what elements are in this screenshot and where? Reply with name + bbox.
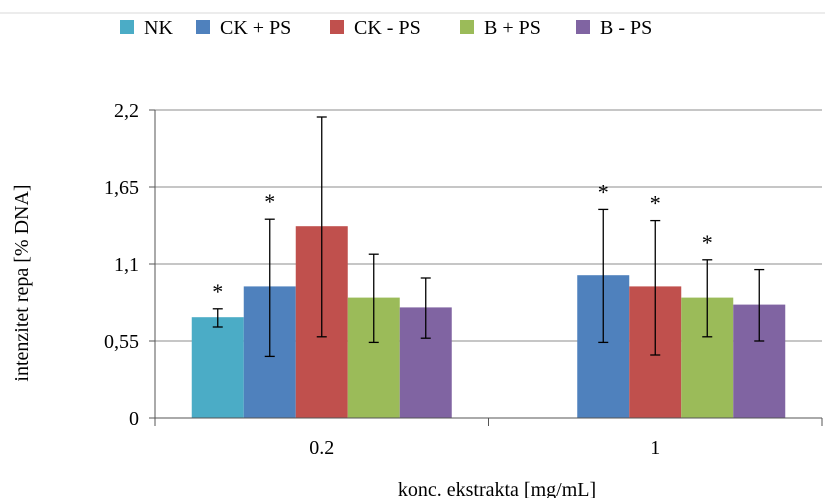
y-tick-label: 0,55 — [104, 331, 139, 353]
legend-label: CK + PS — [220, 17, 291, 39]
legend-swatch — [196, 20, 210, 34]
legend: NK CK + PS CK - PS B + PS B - PS — [120, 17, 652, 39]
error-bars — [212, 116, 765, 358]
bar — [191, 317, 244, 418]
y-axis-label: intenzitet repa [% DNA] — [11, 184, 33, 381]
legend-swatch — [330, 20, 344, 34]
y-tick-label: 1,65 — [104, 177, 139, 199]
legend-label: CK - PS — [354, 17, 421, 39]
legend-label: NK — [144, 17, 173, 39]
significance-star: * — [598, 179, 609, 204]
bars — [191, 226, 786, 418]
x-tick-label: 0.2 — [309, 437, 334, 459]
significance-star: * — [264, 189, 275, 214]
legend-swatch — [460, 20, 474, 34]
y-tick-label: 2,2 — [114, 100, 139, 122]
significance-star: * — [650, 191, 661, 216]
y-tick-label: 0 — [129, 408, 139, 430]
legend-label: B + PS — [484, 17, 541, 39]
axes: 0 0,55 1,1 1,65 2,2 0.2 1 — [104, 100, 823, 459]
significance-markers: * * * * * — [212, 179, 713, 303]
x-tick-label: 1 — [650, 437, 660, 459]
legend-label: B - PS — [600, 17, 652, 39]
legend-swatch — [120, 20, 134, 34]
significance-star: * — [212, 279, 223, 304]
significance-star: * — [702, 230, 713, 255]
y-tick-label: 1,1 — [114, 254, 139, 276]
legend-swatch — [576, 20, 590, 34]
x-axis-label: konc. ekstrakta [mg/mL] — [398, 479, 596, 498]
